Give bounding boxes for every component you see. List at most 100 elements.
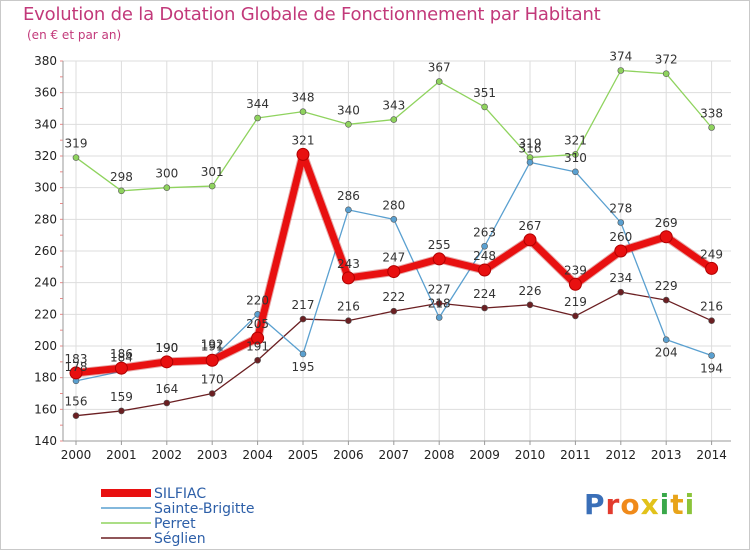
point-silfiac [387, 265, 401, 279]
point-sainte-brigitte [572, 168, 579, 176]
point-s-glien [345, 317, 352, 324]
x-tick-label: 2008 [424, 448, 455, 462]
data-label: 374 [609, 50, 632, 64]
point-perret [345, 121, 352, 128]
data-label: 269 [655, 216, 678, 230]
point-s-glien [662, 296, 670, 304]
data-label: 247 [382, 251, 405, 265]
data-label: 159 [110, 390, 133, 404]
logo-letter: i [659, 488, 671, 521]
legend-label: Perret [154, 516, 196, 532]
logo-letter: o [620, 488, 641, 521]
point-s-glien [617, 288, 625, 296]
point-perret [708, 124, 715, 131]
data-label: 192 [201, 338, 224, 352]
x-tick-label: 2004 [242, 448, 273, 462]
data-label: 226 [519, 284, 542, 298]
data-label: 348 [292, 91, 315, 105]
point-s-glien [572, 312, 579, 320]
point-s-glien [481, 304, 488, 312]
x-tick-label: 2000 [61, 448, 92, 462]
y-tick-label: 240 [34, 276, 57, 290]
point-silfiac [296, 147, 310, 161]
y-tick-label: 320 [34, 149, 57, 163]
y-tick-label: 340 [34, 117, 57, 131]
y-tick-label: 140 [34, 434, 57, 448]
point-silfiac [341, 271, 355, 285]
point-sainte-brigitte [662, 336, 670, 343]
point-silfiac [478, 263, 492, 277]
data-label: 178 [65, 360, 88, 374]
data-label: 319 [519, 137, 542, 151]
data-label: 222 [382, 290, 405, 304]
data-label: 278 [609, 202, 632, 216]
data-label: 191 [201, 339, 224, 353]
data-label: 234 [609, 271, 632, 285]
point-s-glien [118, 407, 125, 415]
point-silfiac [69, 366, 83, 380]
x-tick-label: 2009 [469, 448, 500, 462]
y-tick-label: 380 [34, 54, 57, 68]
data-label: 243 [337, 257, 360, 271]
legend-label: Séglien [154, 531, 206, 547]
data-label: 260 [609, 230, 632, 244]
data-label: 321 [292, 133, 315, 147]
point-silfiac [205, 353, 219, 367]
point-s-glien [208, 390, 216, 397]
data-label: 218 [428, 297, 451, 311]
point-silfiac [160, 355, 174, 369]
data-label: 340 [337, 103, 360, 117]
logo-letter: P [584, 488, 606, 521]
y-tick-label: 160 [34, 402, 57, 416]
proxiti-logo: Proxiti [584, 488, 695, 521]
point-sainte-brigitte [526, 159, 534, 166]
y-tick-label: 300 [34, 181, 57, 195]
data-label: 321 [564, 133, 587, 147]
point-perret [481, 103, 488, 111]
x-tick-label: 2005 [288, 448, 319, 462]
point-perret [72, 154, 80, 161]
point-s-glien [299, 315, 307, 323]
data-label: 184 [110, 350, 133, 364]
data-label: 204 [655, 346, 678, 360]
point-silfiac [659, 230, 673, 244]
data-label: 191 [246, 339, 269, 353]
data-label: 255 [428, 238, 451, 252]
logo-letter: r [605, 488, 621, 521]
point-perret [208, 182, 216, 190]
data-label: 316 [519, 141, 542, 155]
x-tick-label: 2003 [197, 448, 228, 462]
point-perret [254, 114, 261, 122]
x-tick-label: 2011 [560, 448, 591, 462]
data-label: 219 [564, 295, 587, 309]
point-silfiac [432, 252, 446, 266]
point-perret [163, 184, 171, 191]
point-perret [118, 187, 125, 195]
point-silfiac [523, 233, 537, 247]
data-label: 227 [428, 282, 451, 296]
y-tick-label: 180 [34, 371, 57, 385]
point-s-glien [72, 412, 80, 419]
point-sainte-brigitte [345, 206, 352, 214]
data-label: 263 [473, 225, 496, 239]
point-silfiac [614, 244, 628, 258]
point-s-glien [435, 299, 443, 307]
data-label: 239 [564, 263, 587, 277]
y-tick-label: 360 [34, 86, 57, 100]
data-label: 190 [155, 341, 178, 355]
data-label: 224 [473, 287, 496, 301]
point-perret [662, 70, 670, 77]
point-s-glien [390, 307, 398, 315]
data-label: 190 [155, 341, 178, 355]
point-perret [435, 78, 443, 85]
x-tick-label: 2007 [379, 448, 410, 462]
data-label: 298 [110, 170, 133, 184]
point-silfiac [114, 361, 128, 375]
point-perret [390, 116, 398, 123]
point-s-glien [526, 301, 534, 309]
point-sainte-brigitte [435, 314, 443, 321]
x-tick-label: 2014 [696, 448, 727, 462]
x-tick-label: 2001 [106, 448, 137, 462]
data-label: 267 [519, 219, 542, 233]
